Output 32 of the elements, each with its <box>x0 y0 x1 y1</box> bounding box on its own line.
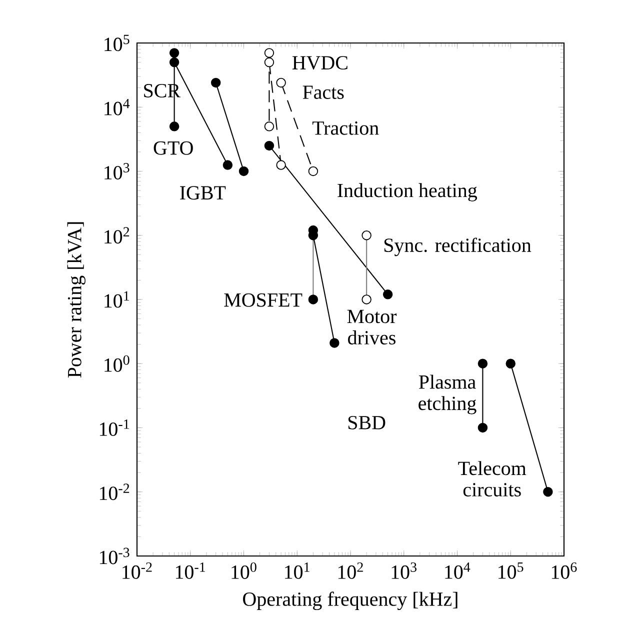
annotation: GTO <box>154 141 193 155</box>
y-tick-label: 10$^{-2}$ <box>100 484 130 500</box>
y-tick-label: 10$^{5}$ <box>104 34 130 52</box>
annotation: SBD <box>348 416 386 430</box>
y-tick-label: 10$^{0}$ <box>104 355 130 372</box>
x-tick-label: 10$^{1}$ <box>285 562 310 579</box>
y-tick-label: 10$^{2}$ <box>104 227 130 244</box>
x-tick-label: 10$^{-2}$ <box>122 562 152 579</box>
annotation: Sync. rectification <box>384 238 532 256</box>
x-tick-label: 10$^{-1}$ <box>176 562 206 579</box>
y-tick-label: 10$^{-1}$ <box>100 420 129 436</box>
y-tick-label: 10$^{4}$ <box>104 98 130 116</box>
y-axis-title: Power rating [kVA] <box>67 222 86 378</box>
annotation: Plasma etching <box>418 374 476 414</box>
annotation: Telecom circuits <box>458 461 526 496</box>
annotation: HVDC <box>292 56 348 70</box>
annotation: Facts <box>302 86 344 99</box>
annotation: IGBT <box>180 186 226 200</box>
annotation: Motor drives <box>347 310 397 344</box>
x-tick-label: 10$^{4}$ <box>445 562 470 579</box>
annotation: Traction <box>312 121 379 135</box>
y-tick-label: 10$^{3}$ <box>104 163 130 180</box>
x-tick-label: 10$^{2}$ <box>338 562 363 579</box>
x-axis-title: Operating frequency [kHz] <box>243 592 458 610</box>
x-tick-label: 10$^{3}$ <box>392 562 416 579</box>
annotation: MOSFET <box>224 293 302 307</box>
y-tick-label: 10$^{-3}$ <box>100 548 130 564</box>
x-tick-label: 10$^{6}$ <box>552 562 577 579</box>
x-tick-label: 10$^{0}$ <box>232 562 256 579</box>
x-tick-label: 10$^{5}$ <box>498 562 524 579</box>
y-tick-label: 10$^{1}$ <box>104 291 129 308</box>
annotation: Induction heating <box>338 183 478 202</box>
